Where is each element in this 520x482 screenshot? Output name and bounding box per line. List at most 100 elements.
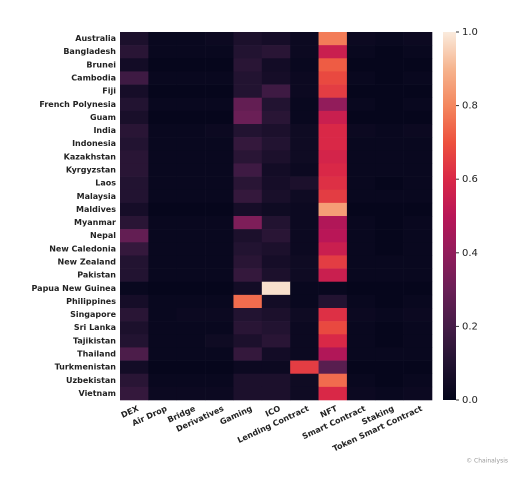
cell — [176, 71, 206, 85]
cell — [205, 268, 234, 283]
cell — [375, 189, 404, 204]
cell — [176, 334, 206, 348]
cell — [120, 360, 149, 375]
cell — [233, 281, 263, 296]
cell — [318, 124, 348, 138]
cell — [148, 373, 178, 388]
cell — [346, 176, 376, 191]
cell — [261, 216, 291, 230]
cell — [148, 347, 178, 361]
cell — [205, 110, 234, 125]
row-label: Philippines — [66, 297, 116, 306]
credit: © Chainalysis — [466, 458, 508, 465]
cell — [120, 84, 149, 99]
cell — [120, 216, 149, 230]
cell — [176, 347, 206, 361]
cell — [403, 360, 433, 375]
cell — [290, 360, 319, 375]
cell — [120, 347, 149, 361]
cell — [120, 334, 149, 348]
cell — [403, 45, 433, 59]
cell — [290, 189, 319, 204]
cell — [176, 150, 206, 164]
cell — [176, 308, 206, 322]
cell — [205, 229, 234, 243]
cell — [261, 229, 291, 243]
cell — [403, 347, 433, 361]
cell — [346, 124, 376, 138]
cell — [318, 71, 348, 85]
cell — [233, 321, 263, 335]
cell — [176, 202, 206, 217]
cell — [120, 32, 149, 46]
cell — [120, 321, 149, 335]
cell — [120, 163, 149, 177]
row-label: Malaysia — [77, 192, 116, 201]
cell — [261, 189, 291, 204]
cell — [375, 97, 404, 112]
cell — [403, 150, 433, 164]
row-label: Kyrgyzstan — [66, 166, 116, 175]
cell — [176, 321, 206, 335]
colorbar-tick-label: 1.0 — [462, 27, 478, 38]
cell — [346, 242, 376, 256]
cell — [176, 255, 206, 269]
cell — [403, 58, 433, 72]
cell — [290, 229, 319, 243]
cell — [205, 347, 234, 361]
cell — [233, 334, 263, 348]
cell — [346, 229, 376, 243]
cell — [375, 124, 404, 138]
cell — [233, 97, 263, 112]
cell — [261, 360, 291, 375]
cell — [403, 321, 433, 335]
cell — [261, 373, 291, 388]
cell — [318, 84, 348, 99]
cell — [375, 45, 404, 59]
cell — [233, 45, 263, 59]
cell — [176, 373, 206, 388]
cell — [318, 294, 348, 309]
cell — [346, 373, 376, 388]
cell — [176, 176, 206, 191]
cell — [205, 281, 234, 296]
cell — [346, 137, 376, 151]
cell — [290, 110, 319, 125]
row-label: Bangladesh — [63, 47, 116, 56]
cell — [403, 242, 433, 256]
cell — [120, 268, 149, 283]
cell — [318, 373, 348, 388]
cell — [148, 281, 178, 296]
row-label: Cambodia — [71, 74, 116, 83]
cell — [375, 84, 404, 99]
cell — [148, 242, 178, 256]
cell — [205, 32, 234, 46]
cell — [403, 163, 433, 177]
cell — [346, 334, 376, 348]
cell — [120, 229, 149, 243]
cell — [120, 281, 149, 296]
cell — [148, 321, 178, 335]
cell — [233, 189, 263, 204]
cell — [233, 163, 263, 177]
cell — [346, 45, 376, 59]
cell — [233, 32, 263, 46]
row-label: French Polynesia — [39, 100, 116, 109]
cell — [375, 176, 404, 191]
cell — [261, 281, 291, 296]
row-label: Australia — [75, 34, 116, 43]
cell — [375, 373, 404, 388]
cell — [176, 216, 206, 230]
cell — [205, 334, 234, 348]
cell — [233, 124, 263, 138]
cell — [233, 373, 263, 388]
cell — [261, 176, 291, 191]
cell — [233, 176, 263, 191]
cell — [290, 373, 319, 388]
row-label: Singapore — [70, 310, 116, 319]
cell — [375, 255, 404, 269]
cell — [176, 294, 206, 309]
cell — [346, 347, 376, 361]
cell — [290, 321, 319, 335]
cell — [233, 202, 263, 217]
